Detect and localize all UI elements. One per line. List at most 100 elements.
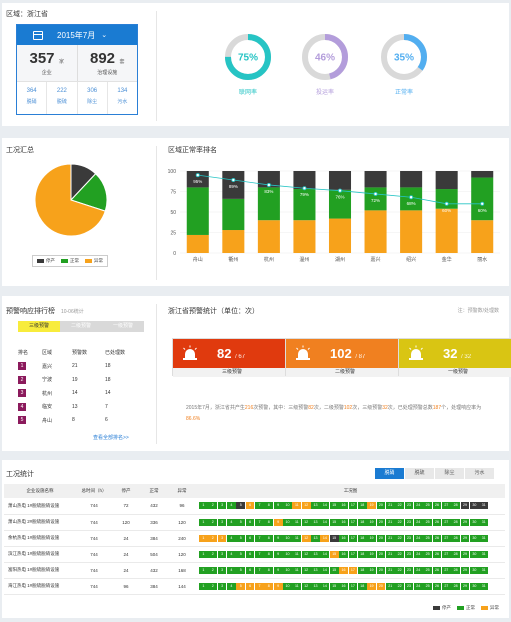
ops-row[interactable]: 余杭热电 1#脱硫脱硝设施 744 24 384 240 1 2 3 4 5 6 7 8 9 10 11 12 1…	[4, 530, 505, 547]
rate-point	[480, 201, 485, 206]
day-cell: 15	[329, 550, 339, 558]
tab-level-2[interactable]: 二级预警	[60, 321, 102, 332]
tab-wastewater[interactable]: 污水	[465, 468, 494, 479]
alarm-card[interactable]: 82 / 67 三级预警	[172, 338, 292, 377]
tab-desulfurization[interactable]: 脱硫	[405, 468, 434, 479]
day-cell: 13	[311, 534, 320, 542]
rank-row[interactable]: 2 宁波 19 18	[18, 373, 137, 387]
rank-badge: 1	[18, 360, 42, 374]
day-cell: 20	[376, 534, 386, 542]
bar-segment-异常	[257, 220, 280, 253]
rank-row[interactable]: 5 舟山 8 6	[18, 414, 137, 428]
tab-denitration[interactable]: 脱硝	[375, 468, 404, 479]
day-cell: 10	[283, 518, 292, 526]
day-cell: 6	[245, 566, 255, 574]
ops-row[interactable]: 滨江热电 1#脱硫脱硝设施 744 24 504 120 1 2 3 4 5 6 7 8 9 10 11 12 1…	[4, 546, 505, 563]
rank-region: 宁波	[42, 377, 53, 384]
day-cell: 3	[217, 518, 227, 526]
divider	[156, 304, 157, 444]
alarm-card[interactable]: 102 / 87 二级预警	[285, 338, 405, 377]
bar-segment-停产	[257, 171, 280, 188]
rate-point	[409, 195, 414, 200]
month-stats-card: 2015年7月 ⌄ 357 家 企业 892 套 治理设施 364 脱硝 222…	[16, 24, 138, 115]
rank-badge: 3	[18, 387, 42, 401]
facility-label: 治理设施	[97, 70, 118, 76]
bar-segment-异常	[293, 220, 316, 253]
rank-handled: 7	[105, 403, 108, 410]
alarm-card[interactable]: 32 / 32 一级预警	[398, 338, 511, 377]
day-cell: 16	[339, 566, 348, 574]
tab-level-3[interactable]: 三级预警	[18, 321, 60, 332]
day-cell: 4	[227, 518, 236, 526]
tab-dust[interactable]: 除尘	[435, 468, 464, 479]
pie-legend: 停产 正常 异常	[32, 255, 108, 267]
bar-segment-停产	[364, 171, 387, 188]
day-cell: 28	[451, 566, 461, 574]
ring-percent: 75%	[238, 53, 258, 64]
day-cell: 15	[329, 502, 339, 510]
ring-gauge[interactable]: 46% 投运率	[301, 33, 349, 96]
calendar-icon	[33, 30, 43, 40]
day-cell: 17	[348, 566, 358, 574]
day-cell: 3	[217, 566, 227, 574]
day-cell: 30	[469, 518, 479, 526]
pie-slice-正常	[70, 173, 108, 212]
rate-point	[337, 188, 342, 193]
substat-wastewater[interactable]: 134 污水	[106, 82, 137, 114]
month-selector[interactable]: 2015年7月 ⌄	[17, 25, 137, 45]
day-cell: 20	[376, 550, 386, 558]
ops-row[interactable]: 萧山热电 1#脱硫脱硝设施 744 72 432 96 1 2 3 4 5 6 7 8 9 10 11 12 13…	[4, 498, 505, 515]
day-cell: 3	[217, 582, 227, 590]
substat-denitration[interactable]: 364 脱硝	[17, 82, 46, 114]
tab-level-1[interactable]: 一级预警	[102, 321, 144, 332]
alarm-light-icon	[183, 345, 197, 360]
ring-fill	[302, 34, 348, 80]
ops-row[interactable]: 富阳热电 1#脱硫脱硝设施 744 24 432 168 1 2 3 4 5 6 7 8 9 10 11 12 1…	[4, 562, 505, 579]
rank-handled: 18	[105, 376, 111, 383]
view-all-rank-link[interactable]: 查看全部排名>>	[93, 435, 129, 441]
day-cell: 21	[385, 582, 395, 590]
day-cell: 14	[320, 534, 330, 542]
rank-row[interactable]: 1 嘉兴 21 18	[18, 360, 137, 374]
day-cell: 5	[236, 518, 246, 526]
ops-row[interactable]: 海江热电 1#脱硫脱硝设施 744 96 384 144 1 2 3 4 5 6 7 8 9 10 11 12 1…	[4, 578, 505, 595]
stop-hours: 72	[112, 498, 140, 515]
day-cell: 2	[208, 534, 218, 542]
ring-gauge[interactable]: 35% 正常率	[380, 33, 428, 96]
day-cell: 10	[283, 582, 292, 590]
summary-pie-chart	[34, 163, 108, 237]
x-tick-label: 杭州	[264, 256, 274, 263]
day-cell: 12	[301, 582, 311, 590]
substat-dust[interactable]: 306 除尘	[76, 82, 107, 114]
abnormal-hours: 96	[168, 498, 196, 515]
ring-fill	[225, 34, 271, 80]
bar-segment-异常	[435, 208, 458, 253]
col-count: 预警数	[72, 350, 88, 357]
x-tick-label: 温州	[299, 256, 309, 263]
normal-hours: 432	[140, 562, 168, 579]
normal-hours: 384	[140, 530, 168, 547]
day-cell: 19	[367, 518, 376, 526]
rank-handled: 6	[105, 417, 108, 424]
day-cell: 12	[301, 566, 311, 574]
divider	[156, 146, 157, 280]
day-cell: 23	[404, 566, 414, 574]
day-cell: 11	[292, 502, 302, 510]
day-cell: 23	[404, 518, 414, 526]
rank-badge: 2	[18, 373, 42, 387]
rank-row[interactable]: 4 临安 13 7	[18, 400, 137, 414]
ops-row[interactable]: 萧山热电 2#脱硫脱硝设施 744 120 336 120 1 2 3 4 5 6 7 8 9 10 11 12…	[4, 514, 505, 531]
substat-desulfurization[interactable]: 222 脱硫	[46, 82, 76, 114]
day-cell: 25	[423, 566, 432, 574]
day-cell: 12	[301, 518, 311, 526]
ring-gauge[interactable]: 75% 联网率	[224, 33, 272, 96]
day-cell: 22	[395, 518, 404, 526]
alarm-light-icon	[296, 345, 310, 360]
day-cell: 29	[460, 502, 470, 510]
day-cell: 30	[469, 550, 479, 558]
stop-hours: 24	[112, 562, 140, 579]
alarm-value: 32 / 32	[443, 346, 472, 361]
day-cell: 18	[357, 582, 367, 590]
enterprise-count: 357 家 企业	[17, 45, 77, 81]
rank-row[interactable]: 3 杭州 14 14	[18, 387, 137, 401]
